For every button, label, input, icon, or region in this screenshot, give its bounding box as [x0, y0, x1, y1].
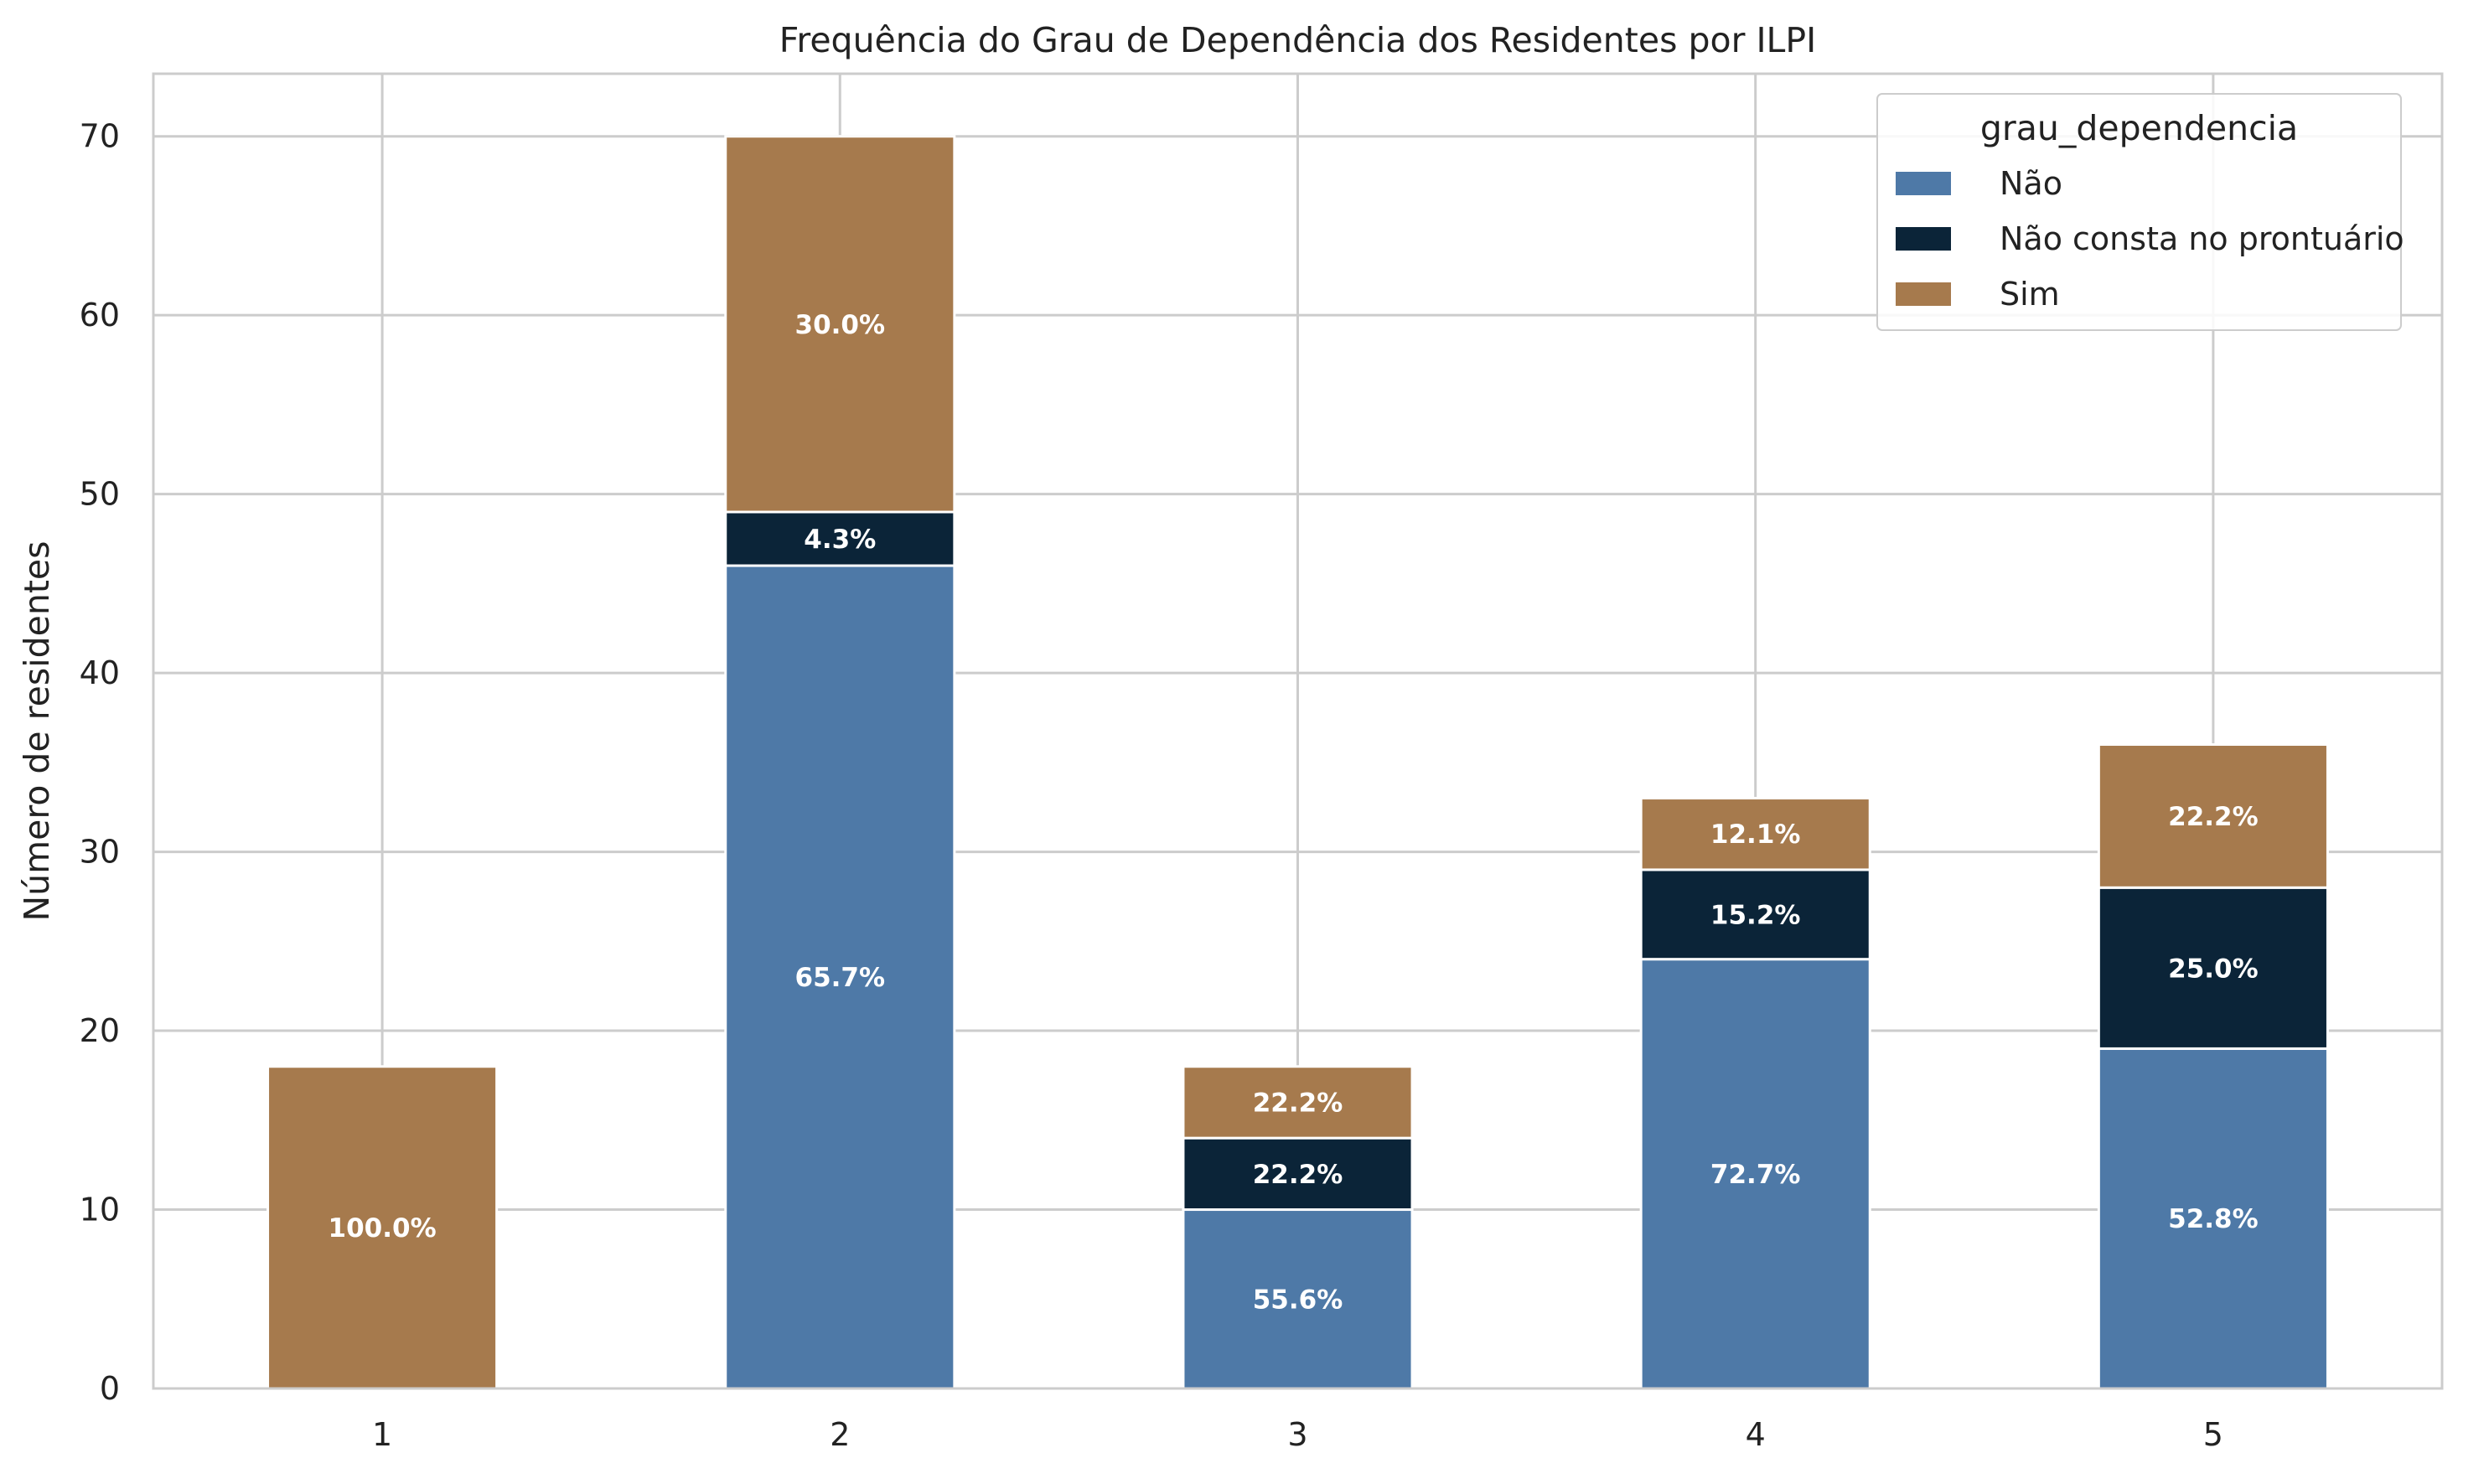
y-tick-label: 50 [80, 476, 120, 513]
segment-label: 55.6% [1253, 1285, 1343, 1315]
x-axis-ticks: 1 2 3 4 5 [372, 1416, 2223, 1453]
legend-swatch [1896, 172, 1951, 195]
bar-segment [1182, 1208, 1414, 1390]
y-tick-label: 30 [80, 834, 120, 871]
legend-label: Sim [2000, 276, 2060, 313]
segment-label: 30.0% [795, 310, 886, 340]
segment-label: 100.0% [329, 1213, 437, 1244]
bar-segment [2097, 886, 2329, 1050]
y-axis-ticks: 0 10 20 30 40 50 60 70 [80, 118, 120, 1407]
segment-label: 15.2% [1710, 900, 1801, 930]
segment-label: 65.7% [795, 963, 886, 993]
bar-segment [1182, 1065, 1414, 1140]
segment-label: 22.2% [1253, 1088, 1343, 1118]
bar-segment [724, 135, 956, 514]
bars [266, 135, 2329, 1390]
bar-segment [1639, 958, 1871, 1390]
y-tick-label: 20 [80, 1012, 120, 1049]
legend-box [1876, 93, 2402, 331]
y-tick-label: 40 [80, 654, 120, 691]
segment-labels: 100.0% 65.7% 4.3% 30.0% 55.6% 22.2% 22.2% 72.7%… [329, 310, 2259, 1315]
plot-frame [152, 72, 2444, 1390]
segment-label: 25.0% [2168, 954, 2259, 984]
y-axis-label: Número de residentes [17, 540, 57, 921]
legend-items: Não Não consta no prontuário Sim [1896, 165, 2404, 313]
y-tick-label: 0 [100, 1370, 120, 1407]
x-tick-label: 1 [372, 1416, 392, 1453]
segment-label: 12.1% [1710, 820, 1801, 850]
bar-segment [2097, 743, 2329, 889]
segment-label: 22.2% [2168, 802, 2259, 832]
y-tick-label: 10 [80, 1192, 120, 1228]
legend: grau_dependencia Não Não consta no prontu… [1876, 93, 2404, 331]
bar-segment [266, 1065, 499, 1390]
x-tick-label: 3 [1287, 1416, 1307, 1453]
x-tick-label: 5 [2203, 1416, 2223, 1453]
legend-swatch [1896, 282, 1951, 306]
segment-label: 72.7% [1710, 1160, 1801, 1190]
bar-segment [1639, 797, 1871, 871]
bar-segment [1639, 868, 1871, 961]
legend-swatch [1896, 227, 1951, 251]
x-tick-label: 4 [1746, 1416, 1766, 1453]
segment-label: 4.3% [804, 525, 876, 555]
chart-title: Frequência do Grau de Dependência dos Re… [779, 20, 1816, 60]
legend-label: Não [2000, 165, 2062, 202]
x-tick-label: 2 [830, 1416, 850, 1453]
legend-label: Não consta no prontuário [2000, 220, 2404, 257]
segment-label: 22.2% [1253, 1160, 1343, 1190]
y-tick-label: 60 [80, 297, 120, 334]
bar-segment [1182, 1136, 1414, 1212]
bar-segment [724, 564, 956, 1390]
bar-segment [724, 510, 956, 567]
segment-label: 52.8% [2168, 1204, 2259, 1234]
legend-title: grau_dependencia [1980, 108, 2298, 148]
y-tick-label: 70 [80, 118, 120, 155]
